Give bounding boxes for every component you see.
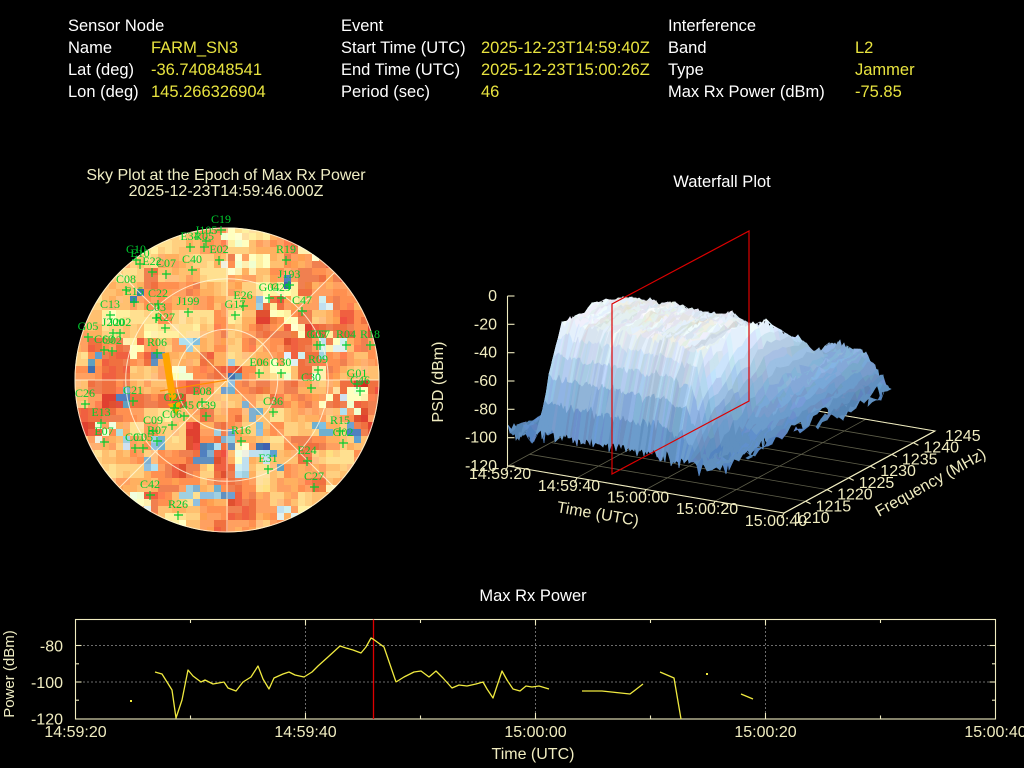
svg-text:1220: 1220 <box>837 487 873 504</box>
svg-text:C36: C36 <box>263 394 283 408</box>
svg-text:1240: 1240 <box>923 440 959 457</box>
svg-text:R15: R15 <box>330 413 350 427</box>
svg-text:C42: C42 <box>140 477 160 491</box>
svg-text:15:00:40: 15:00:40 <box>964 724 1024 741</box>
svg-text:C60: C60 <box>94 332 114 346</box>
svg-text:J200: J200 <box>102 315 125 329</box>
svg-text:14:59:40: 14:59:40 <box>538 478 600 495</box>
svg-text:G04: G04 <box>259 280 280 294</box>
svg-text:C39: C39 <box>196 398 216 412</box>
svg-text:C57: C57 <box>310 327 330 341</box>
svg-text:PSD (dBm): PSD (dBm) <box>430 342 447 423</box>
svg-text:15:00:20: 15:00:20 <box>734 724 796 741</box>
svg-text:-60: -60 <box>474 373 497 390</box>
svg-text:C09: C09 <box>143 413 163 427</box>
svg-text:-120: -120 <box>465 458 497 475</box>
svg-text:R19: R19 <box>276 242 296 256</box>
svg-text:E07: E07 <box>94 424 113 438</box>
svg-text:1215: 1215 <box>816 498 852 515</box>
svg-text:-120: -120 <box>31 712 63 729</box>
svg-text:G02: G02 <box>333 425 354 439</box>
svg-text:-20: -20 <box>474 316 497 333</box>
svg-text:14:59:20: 14:59:20 <box>44 724 106 741</box>
svg-text:J105: J105 <box>195 223 218 237</box>
svg-text:J202: J202 <box>109 315 132 329</box>
svg-text:G22: G22 <box>164 390 185 404</box>
svg-text:C19: C19 <box>211 212 231 226</box>
svg-text:C06: C06 <box>162 407 182 421</box>
svg-text:14:59:20: 14:59:20 <box>469 466 531 483</box>
svg-text:1225: 1225 <box>859 475 895 492</box>
svg-text:E15: E15 <box>124 284 143 298</box>
svg-text:E31: E31 <box>258 451 277 465</box>
svg-text:E06: E06 <box>249 355 268 369</box>
svg-text:-40: -40 <box>474 345 497 362</box>
svg-text:15:00:00: 15:00:00 <box>504 724 566 741</box>
svg-text:C08: C08 <box>116 272 136 286</box>
svg-text:R04: R04 <box>336 327 356 341</box>
svg-text:G01: G01 <box>347 366 368 380</box>
svg-text:R27: R27 <box>155 310 175 324</box>
svg-text:C27: C27 <box>304 469 324 483</box>
svg-text:E26: E26 <box>233 288 252 302</box>
svg-text:C02: C02 <box>102 333 122 347</box>
svg-text:-80: -80 <box>474 401 497 418</box>
svg-text:E34: E34 <box>180 229 199 243</box>
svg-text:E13: E13 <box>91 405 110 419</box>
svg-text:C47: C47 <box>292 293 312 307</box>
svg-text:C46: C46 <box>350 373 370 387</box>
svg-text:1210: 1210 <box>794 510 830 527</box>
svg-text:R07: R07 <box>147 423 167 437</box>
svg-text:1230: 1230 <box>880 463 916 480</box>
svg-text:Time (UTC): Time (UTC) <box>492 746 575 763</box>
svg-text:R09: R09 <box>308 352 328 366</box>
svg-text:C22: C22 <box>148 286 168 300</box>
svg-text:1235: 1235 <box>902 451 938 468</box>
svg-text:C07: C07 <box>156 256 176 270</box>
svg-text:G05: G05 <box>78 319 99 333</box>
svg-text:E08: E08 <box>192 384 211 398</box>
svg-text:R16: R16 <box>231 423 251 437</box>
svg-text:G07: G07 <box>307 327 328 341</box>
svg-text:C01: C01 <box>125 430 145 444</box>
svg-text:R05: R05 <box>194 229 214 243</box>
svg-text:C40: C40 <box>182 252 202 266</box>
svg-text:C21: C21 <box>123 383 143 397</box>
svg-text:E24: E24 <box>297 443 316 457</box>
svg-text:E10: E10 <box>130 246 149 260</box>
svg-text:C13: C13 <box>100 297 120 311</box>
svg-text:Power (dBm): Power (dBm) <box>1 630 18 718</box>
svg-text:R18: R18 <box>360 327 380 341</box>
svg-text:G30: G30 <box>271 355 292 369</box>
svg-text:R06: R06 <box>147 335 167 349</box>
svg-text:J193: J193 <box>278 267 301 281</box>
svg-text:C29: C29 <box>271 280 291 294</box>
svg-text:-80: -80 <box>40 639 63 656</box>
svg-text:15:00:00: 15:00:00 <box>607 490 669 507</box>
svg-text:G17: G17 <box>225 297 246 311</box>
svg-text:-100: -100 <box>31 675 63 692</box>
svg-text:0: 0 <box>488 288 497 305</box>
svg-text:14:59:40: 14:59:40 <box>274 724 336 741</box>
svg-text:R26: R26 <box>168 497 188 511</box>
svg-text:E02: E02 <box>209 242 228 256</box>
svg-text:15:00:40: 15:00:40 <box>745 513 807 530</box>
svg-text:15:00:20: 15:00:20 <box>676 501 738 518</box>
svg-text:-100: -100 <box>465 430 497 447</box>
svg-text:J199: J199 <box>177 294 200 308</box>
svg-text:C30: C30 <box>301 370 321 384</box>
svg-text:C26: C26 <box>75 386 95 400</box>
svg-text:E22: E22 <box>142 254 161 268</box>
svg-text:C05: C05 <box>133 430 153 444</box>
svg-text:C10: C10 <box>126 242 146 256</box>
svg-text:1245: 1245 <box>945 428 981 445</box>
